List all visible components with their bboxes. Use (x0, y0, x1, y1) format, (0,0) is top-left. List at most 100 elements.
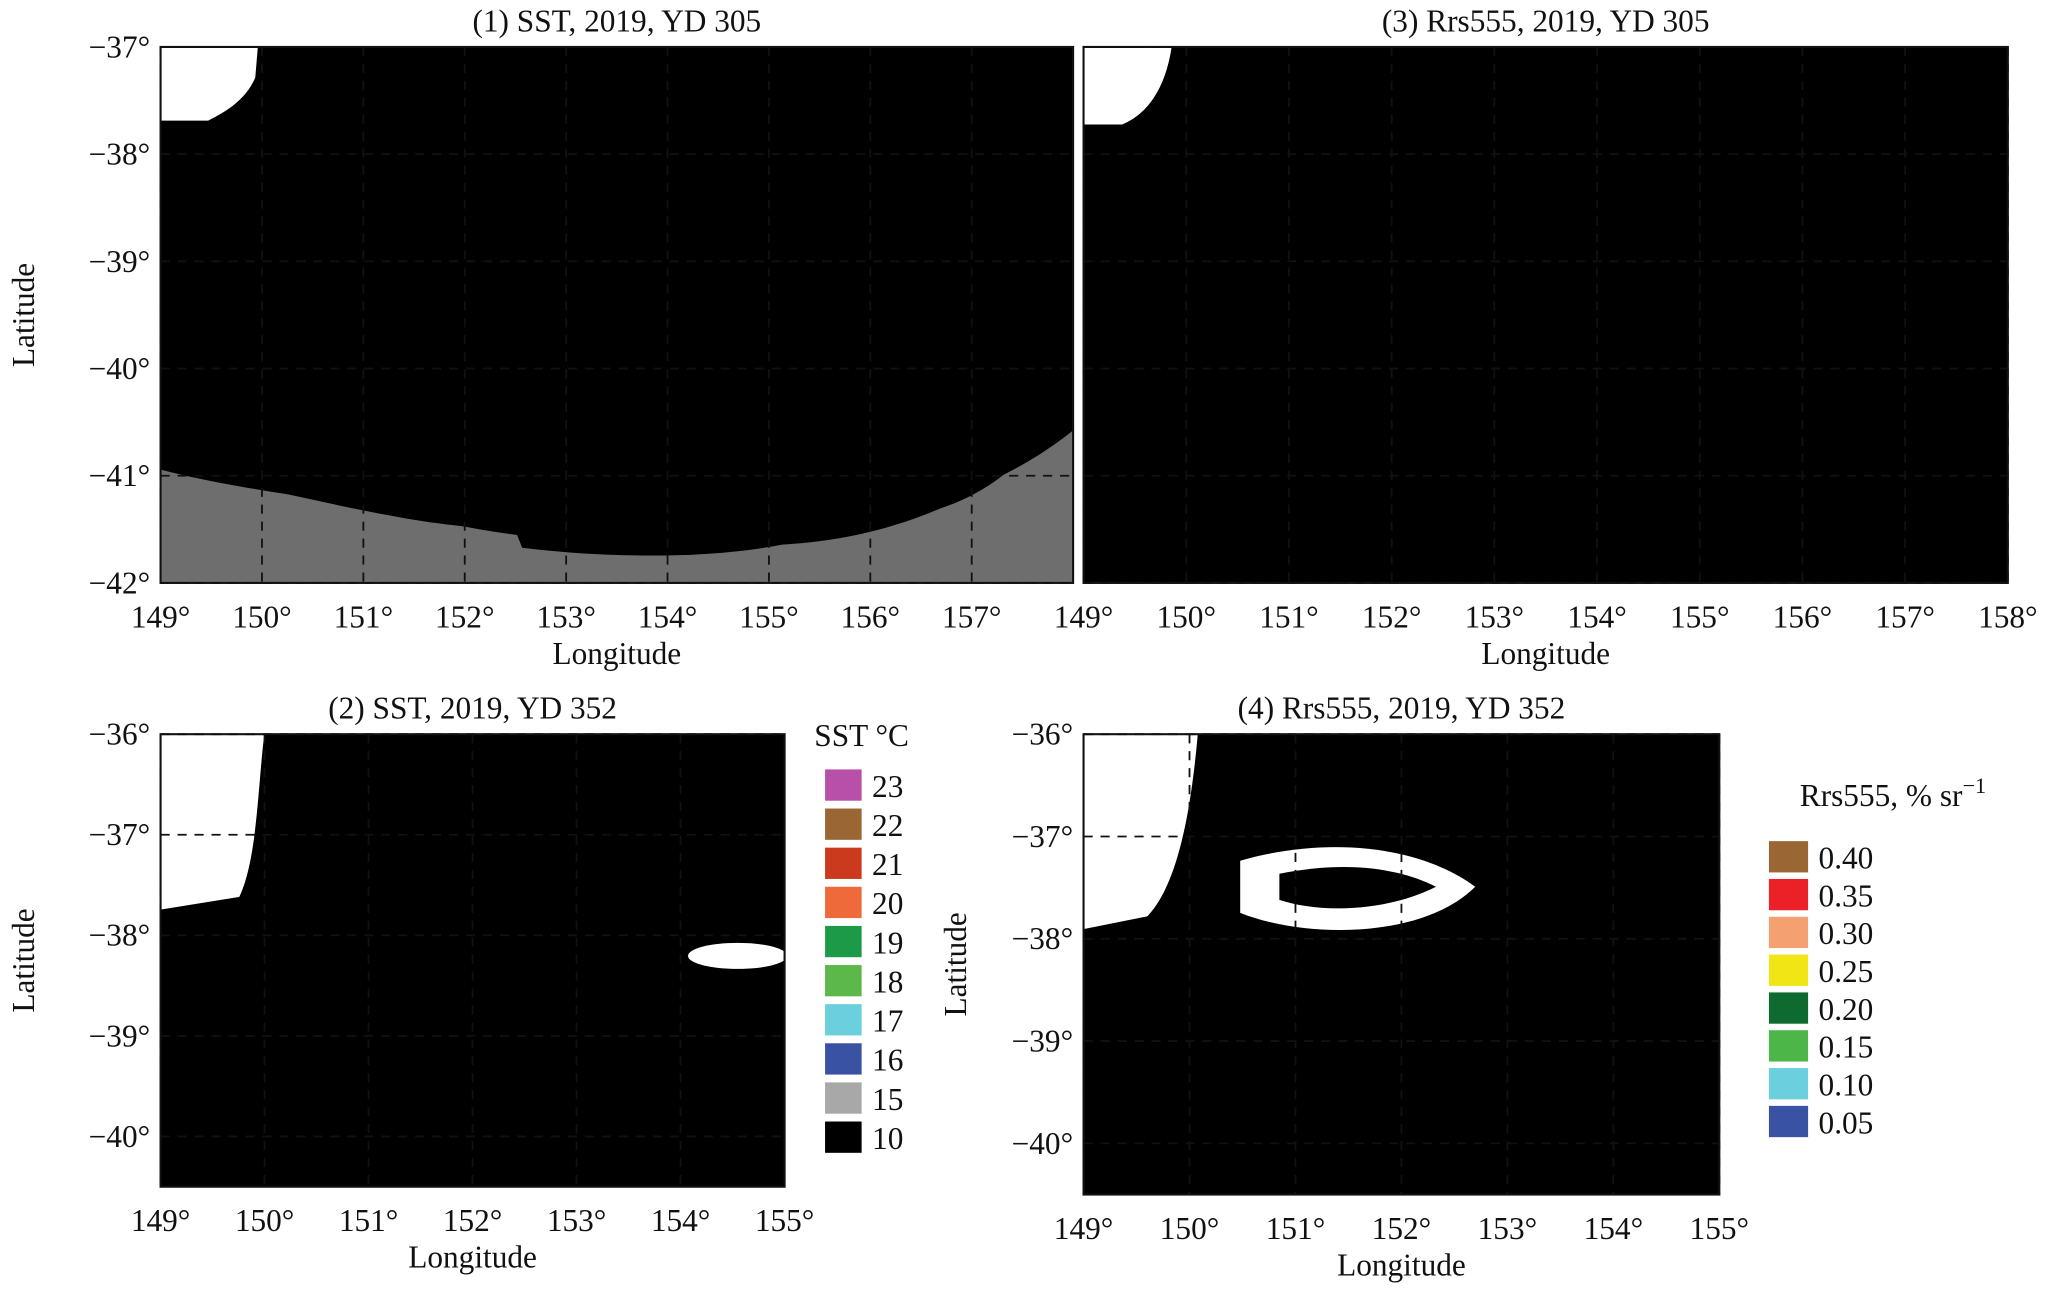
map-region (274, 46, 784, 307)
map-region (1216, 749, 1233, 789)
plot-frame (1082, 733, 1721, 1196)
x-tick-label: 151° (334, 599, 394, 634)
x-tick-label: 149° (1054, 599, 1114, 634)
y-tick-label: −41° (89, 458, 151, 493)
legend-swatch (825, 886, 862, 919)
legend-label: 16 (872, 1043, 903, 1078)
x-tick-label: 152° (443, 1203, 503, 1238)
x-tick-label: 153° (1478, 1211, 1538, 1246)
legend-label: 0.15 (1819, 1030, 1874, 1065)
y-tick-label: −37° (89, 817, 151, 852)
x-axis-label: Longitude (1481, 636, 1610, 671)
map-region (160, 286, 1074, 543)
y-axis-label: Latitude (938, 912, 973, 1016)
legend-label: 21 (872, 847, 903, 882)
legend-title-exponent: −1 (1962, 773, 1986, 798)
x-tick-label: 155° (1670, 599, 1730, 634)
legend-swatch (825, 808, 862, 840)
x-tick-label: 153° (547, 1203, 607, 1238)
legend-label: 20 (872, 886, 903, 921)
legend-title: SST °C (814, 718, 909, 753)
legend-label: 0.40 (1819, 841, 1874, 876)
y-tick-label: −40° (1012, 1126, 1074, 1161)
x-tick-label: 157° (1875, 599, 1935, 634)
x-tick-label: 153° (536, 599, 596, 634)
rrs-map-3 (1083, 46, 2008, 583)
y-tick-label: −38° (89, 137, 151, 172)
map-region (678, 734, 785, 809)
legend-swatch (1768, 1105, 1809, 1138)
x-tick-label: 152° (435, 599, 495, 634)
map-region (1240, 743, 1319, 809)
plot-frame (159, 45, 1075, 584)
legend-label: 0.10 (1819, 1067, 1874, 1102)
y-tick-label: −37° (1012, 819, 1074, 854)
legend-swatch (825, 925, 862, 958)
legend-swatch (1768, 954, 1809, 986)
legend-swatch (1768, 916, 1809, 949)
panel-title: (3) Rrs555, 2019, YD 305 (1382, 3, 1710, 38)
map-region (1501, 740, 1606, 793)
legend-swatch (1768, 1068, 1809, 1100)
map-region (1279, 866, 1437, 909)
x-tick-label: 154° (1567, 599, 1627, 634)
panel-title: (4) Rrs555, 2019, YD 352 (1238, 691, 1566, 726)
x-axis-label: Longitude (552, 636, 681, 671)
legend-swatch (825, 1121, 862, 1153)
x-tick-label: 154° (651, 1203, 711, 1238)
panel-title: (1) SST, 2019, YD 305 (472, 3, 761, 38)
x-axis-label: Longitude (1337, 1247, 1466, 1282)
legend-swatch (1768, 841, 1809, 873)
y-tick-label: −36° (89, 717, 151, 752)
legend-swatch (825, 1082, 862, 1114)
y-tick-label: −39° (89, 244, 151, 279)
sst-map-2 (160, 734, 785, 1187)
sst-map-1 (160, 46, 1074, 583)
x-tick-label: 152° (1362, 599, 1422, 634)
x-tick-label: 149° (131, 599, 191, 634)
x-tick-label: 150° (232, 599, 292, 634)
x-tick-label: 151° (1259, 599, 1319, 634)
y-tick-label: −40° (89, 351, 151, 386)
x-tick-label: 150° (235, 1203, 295, 1238)
legend-label: 10 (872, 1121, 903, 1156)
legend-swatch (825, 769, 862, 801)
map-region (1083, 899, 1720, 1195)
map-region (607, 740, 640, 770)
x-tick-label: 156° (1773, 599, 1833, 634)
y-tick-label: −42° (89, 565, 151, 600)
map-feature (688, 942, 785, 969)
legend-label: 0.30 (1819, 916, 1874, 951)
legend-label: 22 (872, 808, 903, 843)
legend-title-text: Rrs555, % sr (1800, 778, 1963, 813)
legend-label: 15 (872, 1082, 903, 1117)
y-axis-label: Latitude (6, 263, 41, 367)
x-tick-label: 154° (1584, 1211, 1644, 1246)
map-region (483, 736, 523, 770)
x-tick-label: 155° (1690, 1211, 1750, 1246)
legend-label: 0.20 (1819, 992, 1874, 1027)
legend-label: 19 (872, 925, 903, 960)
legend-label: 17 (872, 1004, 903, 1039)
plot-frame (1082, 45, 2009, 584)
legend-label: 0.35 (1819, 878, 1874, 913)
y-tick-label: −38° (1012, 921, 1074, 956)
legend-swatch (825, 847, 862, 879)
y-tick-label: −39° (89, 1018, 151, 1053)
map-region (1083, 46, 2008, 583)
legend-title: Rrs555, % sr−1 (1800, 773, 1986, 813)
map-region (160, 1082, 785, 1187)
x-tick-label: 152° (1372, 1211, 1432, 1246)
legend-swatch (1768, 878, 1809, 911)
map-region (496, 469, 849, 556)
y-tick-label: −38° (89, 918, 151, 953)
y-tick-label: −37° (89, 29, 151, 64)
map-region (1429, 1086, 1547, 1152)
map-region (1083, 965, 1345, 1083)
x-tick-label: 149° (1054, 1211, 1114, 1246)
y-axis-label: Latitude (6, 908, 41, 1012)
map-region (1174, 834, 1254, 972)
x-tick-label: 151° (1266, 1211, 1326, 1246)
